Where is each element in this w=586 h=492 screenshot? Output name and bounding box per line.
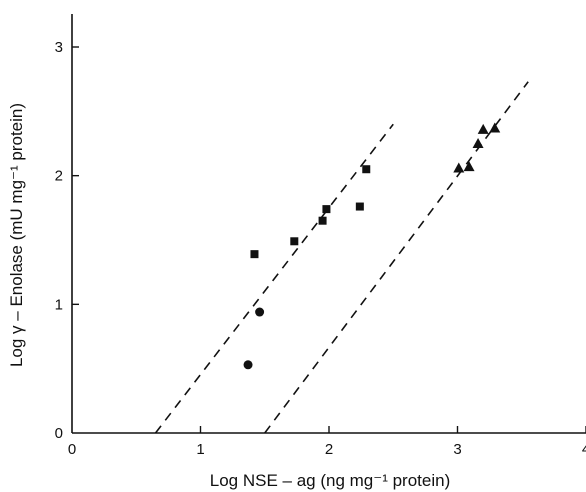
fit-lines [154, 81, 529, 434]
square-point [362, 165, 371, 174]
y-tick-label: 1 [55, 296, 63, 313]
triangle-point [463, 161, 475, 172]
x-tick-label: 3 [453, 441, 461, 458]
square-point [355, 202, 364, 211]
circle-point [255, 307, 265, 317]
y-axis-label: Log γ – Enolase (mU mg⁻¹ protein) [7, 103, 26, 367]
y-tick-label: 3 [55, 39, 63, 56]
triangle-point [472, 138, 484, 148]
dashed-fit-line-1 [154, 123, 394, 434]
triangle-point [489, 122, 501, 133]
x-tick-label: 0 [68, 441, 76, 458]
y-tick-label: 0 [55, 425, 63, 442]
square-point [290, 237, 299, 246]
triangle-point [453, 162, 465, 173]
x-axis-label: Log NSE – ag (ng mg⁻¹ protein) [210, 471, 450, 490]
square-point [318, 216, 327, 225]
dashed-fit-line-2 [264, 81, 529, 434]
axes [71, 14, 586, 434]
ticks: 0 1 2 3 4 0 1 2 3 [55, 39, 586, 458]
y-tick-label: 2 [55, 168, 63, 185]
data-marks [243, 122, 501, 370]
x-tick-label: 1 [196, 441, 204, 458]
square-point [250, 250, 259, 259]
x-tick-label: 4 [582, 441, 586, 458]
circle-point [243, 360, 253, 370]
square-point [322, 205, 331, 214]
x-tick-label: 2 [325, 441, 333, 458]
triangle-point [477, 123, 489, 134]
